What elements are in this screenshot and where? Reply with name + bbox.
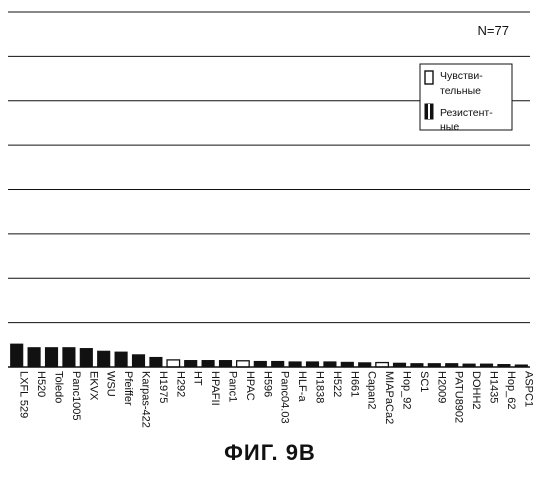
- figure-caption: ФИГ. 9B: [0, 440, 540, 466]
- x-tick-label: H2009: [435, 371, 447, 403]
- bars: [10, 344, 527, 367]
- x-tick-label: H1975: [157, 371, 169, 403]
- bar-lxfl-529: [10, 344, 23, 367]
- x-tick-label: Toledo: [53, 371, 65, 403]
- x-tick-label: PATU8902: [453, 371, 465, 423]
- bar-panc1005: [63, 347, 76, 367]
- bar-h596: [254, 361, 267, 367]
- x-tick-label: ASPC1: [522, 371, 534, 407]
- bar-hpafii: [202, 360, 215, 367]
- x-tick-label: H292: [174, 371, 186, 397]
- x-tick-label: Hop_92: [401, 371, 413, 410]
- x-tick-label: DOHH2: [470, 371, 482, 410]
- x-tick-label: HLF-a: [296, 371, 308, 402]
- x-tick-label: Capan2: [366, 371, 378, 410]
- x-tick-label: Pfeiffer: [122, 371, 134, 406]
- x-tick-label: MIAPaCa2: [383, 371, 395, 424]
- bar-wsu: [97, 351, 110, 367]
- bar-pfeiffer: [115, 352, 128, 367]
- legend-swatch-sensitive: [425, 71, 433, 84]
- x-tick-labels: LXFL 529 H520 Toledo Panc1005 EKVX WSU Pfeiffe…: [18, 371, 535, 428]
- x-tick-label: LXFL 529: [18, 371, 30, 418]
- legend-swatch-resistant-gap: [428, 104, 430, 119]
- bar-hpac: [237, 361, 250, 367]
- x-tick-label: H520: [35, 371, 47, 397]
- x-tick-label: H1435: [488, 371, 500, 403]
- bar-toledo: [45, 347, 58, 367]
- x-tick-label: HT: [192, 371, 204, 386]
- x-tick-label: Karpas-422: [140, 371, 152, 428]
- x-tick-label: H661: [348, 371, 360, 397]
- bar-h1975: [150, 357, 163, 367]
- gridlines: [8, 12, 530, 323]
- x-tick-label: WSU: [105, 371, 117, 397]
- bar-h292: [167, 360, 180, 367]
- x-tick-label: H522: [331, 371, 343, 397]
- sample-size-annotation: N=77: [478, 23, 509, 38]
- legend-label-resistant-line1: Резистент-: [440, 107, 493, 119]
- bar-ekvx: [80, 348, 93, 367]
- x-tick-label: Panc1005: [70, 371, 82, 421]
- bar-karpas-422: [132, 355, 145, 367]
- legend-label-sensitive-line1: Чувстви-: [440, 70, 483, 82]
- x-tick-label: SC1: [418, 371, 430, 392]
- x-tick-label: Panc04.03: [279, 371, 291, 424]
- x-tick-label: Hop_62: [505, 371, 517, 410]
- x-tick-label: Panc1: [227, 371, 239, 402]
- bar-h520: [28, 347, 41, 367]
- legend-label-resistant-line2: ные: [440, 121, 459, 133]
- x-tick-label: HPAFII: [209, 371, 221, 406]
- bar-panc1: [219, 360, 232, 367]
- x-tick-label: EKVX: [87, 371, 99, 401]
- bar-ht: [184, 360, 197, 367]
- bar-panc04-03: [271, 361, 284, 367]
- x-tick-label: H596: [261, 371, 273, 397]
- x-tick-label: H1838: [314, 371, 326, 403]
- legend-label-sensitive-line2: тельные: [440, 85, 481, 97]
- x-tick-label: HPAC: [244, 371, 256, 401]
- legend: Чувстви- тельные Резистент- ные: [420, 64, 512, 133]
